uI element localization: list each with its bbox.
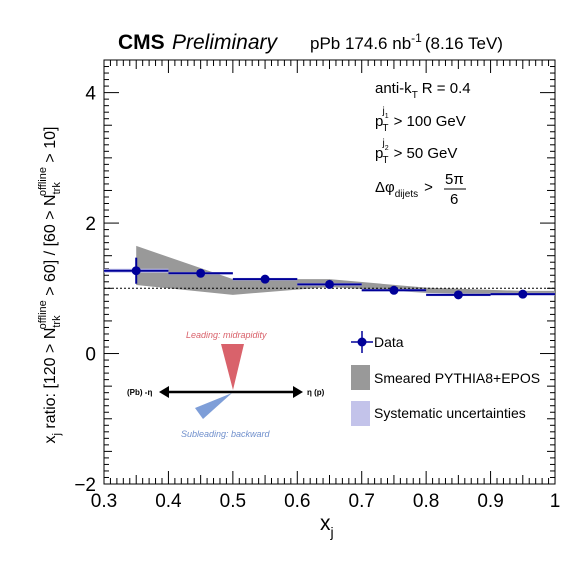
leading-jet-cone: [221, 344, 244, 390]
dphi-numerator: 5π: [445, 171, 464, 188]
x-tick-label: 1: [550, 491, 561, 512]
legend-label-syst: Systematic uncertainties: [374, 405, 526, 421]
eta-arrow-left-head: [159, 386, 169, 398]
legend: Data Smeared PYTHIA8+EPOS Systematic unc…: [351, 331, 540, 426]
data-point: [453, 290, 463, 300]
y-tick-label: 0: [85, 345, 96, 366]
legend-label-mc: Smeared PYTHIA8+EPOS: [374, 370, 540, 386]
x-tick-label: 0.5: [220, 491, 246, 512]
data-point: [260, 274, 270, 284]
data-points: [104, 257, 555, 300]
y-tick-label: 4: [85, 84, 96, 105]
y-tick-label: −2: [74, 475, 96, 496]
leading-label: Leading: midrapidity: [186, 330, 267, 340]
data-point: [518, 289, 528, 299]
kinematics-inset: Leading: midrapidity Subleading: backwar…: [127, 330, 325, 439]
y-tick-labels: −2 0 2 4: [74, 84, 96, 496]
x-tick-labels: 0.3 0.4 0.5 0.6 0.7 0.8 0.9 1: [91, 491, 561, 512]
data-point: [325, 279, 334, 289]
x-tick-label: 0.7: [349, 491, 375, 512]
y-axis-label: xj ratio: [120 > Ntrkoffline > 60] / [60…: [37, 127, 63, 444]
algorithm-label: anti-kT R = 0.4: [375, 80, 471, 101]
y-tick-label: 2: [85, 214, 96, 235]
dataset-label: pPb 174.6 nb-1 (8.16 TeV): [310, 31, 503, 53]
x-tick-label: 0.6: [284, 491, 310, 512]
subleading-label: Subleading: backward: [181, 429, 271, 439]
cut-annotations: anti-kT R = 0.4 pTj1 > 100 GeV pTj2 > 50 Ge…: [375, 80, 471, 208]
legend-marker-data: [351, 331, 373, 353]
dphi-denominator: 6: [450, 191, 458, 208]
status-label: Preliminary: [172, 31, 279, 54]
pb-direction-label: (Pb) -η: [127, 388, 152, 397]
data-point: [131, 266, 141, 276]
p-direction-label: η (p): [307, 388, 325, 397]
dphi-cut-label: Δφdijets >: [375, 179, 433, 200]
smeared-pythia-band: [136, 245, 555, 295]
data-point: [196, 268, 206, 278]
axis-ticks: [103, 59, 556, 485]
legend-swatch-mc: [351, 365, 370, 390]
x-axis-label: xj: [320, 512, 334, 540]
eta-arrow-right-head: [293, 386, 303, 398]
pt1-cut-label: pTj1 > 100 GeV: [375, 106, 466, 134]
x-tick-label: 0.3: [91, 491, 117, 512]
pt2-cut-label: pTj2 > 50 GeV: [375, 138, 457, 166]
x-tick-label: 0.9: [477, 491, 503, 512]
experiment-label: CMS: [118, 31, 165, 54]
lumi-exponent: -1: [411, 31, 422, 45]
legend-label-data: Data: [374, 334, 404, 350]
subleading-jet-cone: [195, 393, 232, 419]
legend-swatch-syst: [351, 401, 370, 426]
svg-text:xj ratio: [120 > Ntrkoffline >: xj ratio: [120 > Ntrkoffline > 60] / [60…: [37, 127, 63, 444]
x-tick-label: 0.4: [155, 491, 182, 512]
data-point: [389, 285, 399, 295]
x-tick-label: 0.8: [413, 491, 439, 512]
